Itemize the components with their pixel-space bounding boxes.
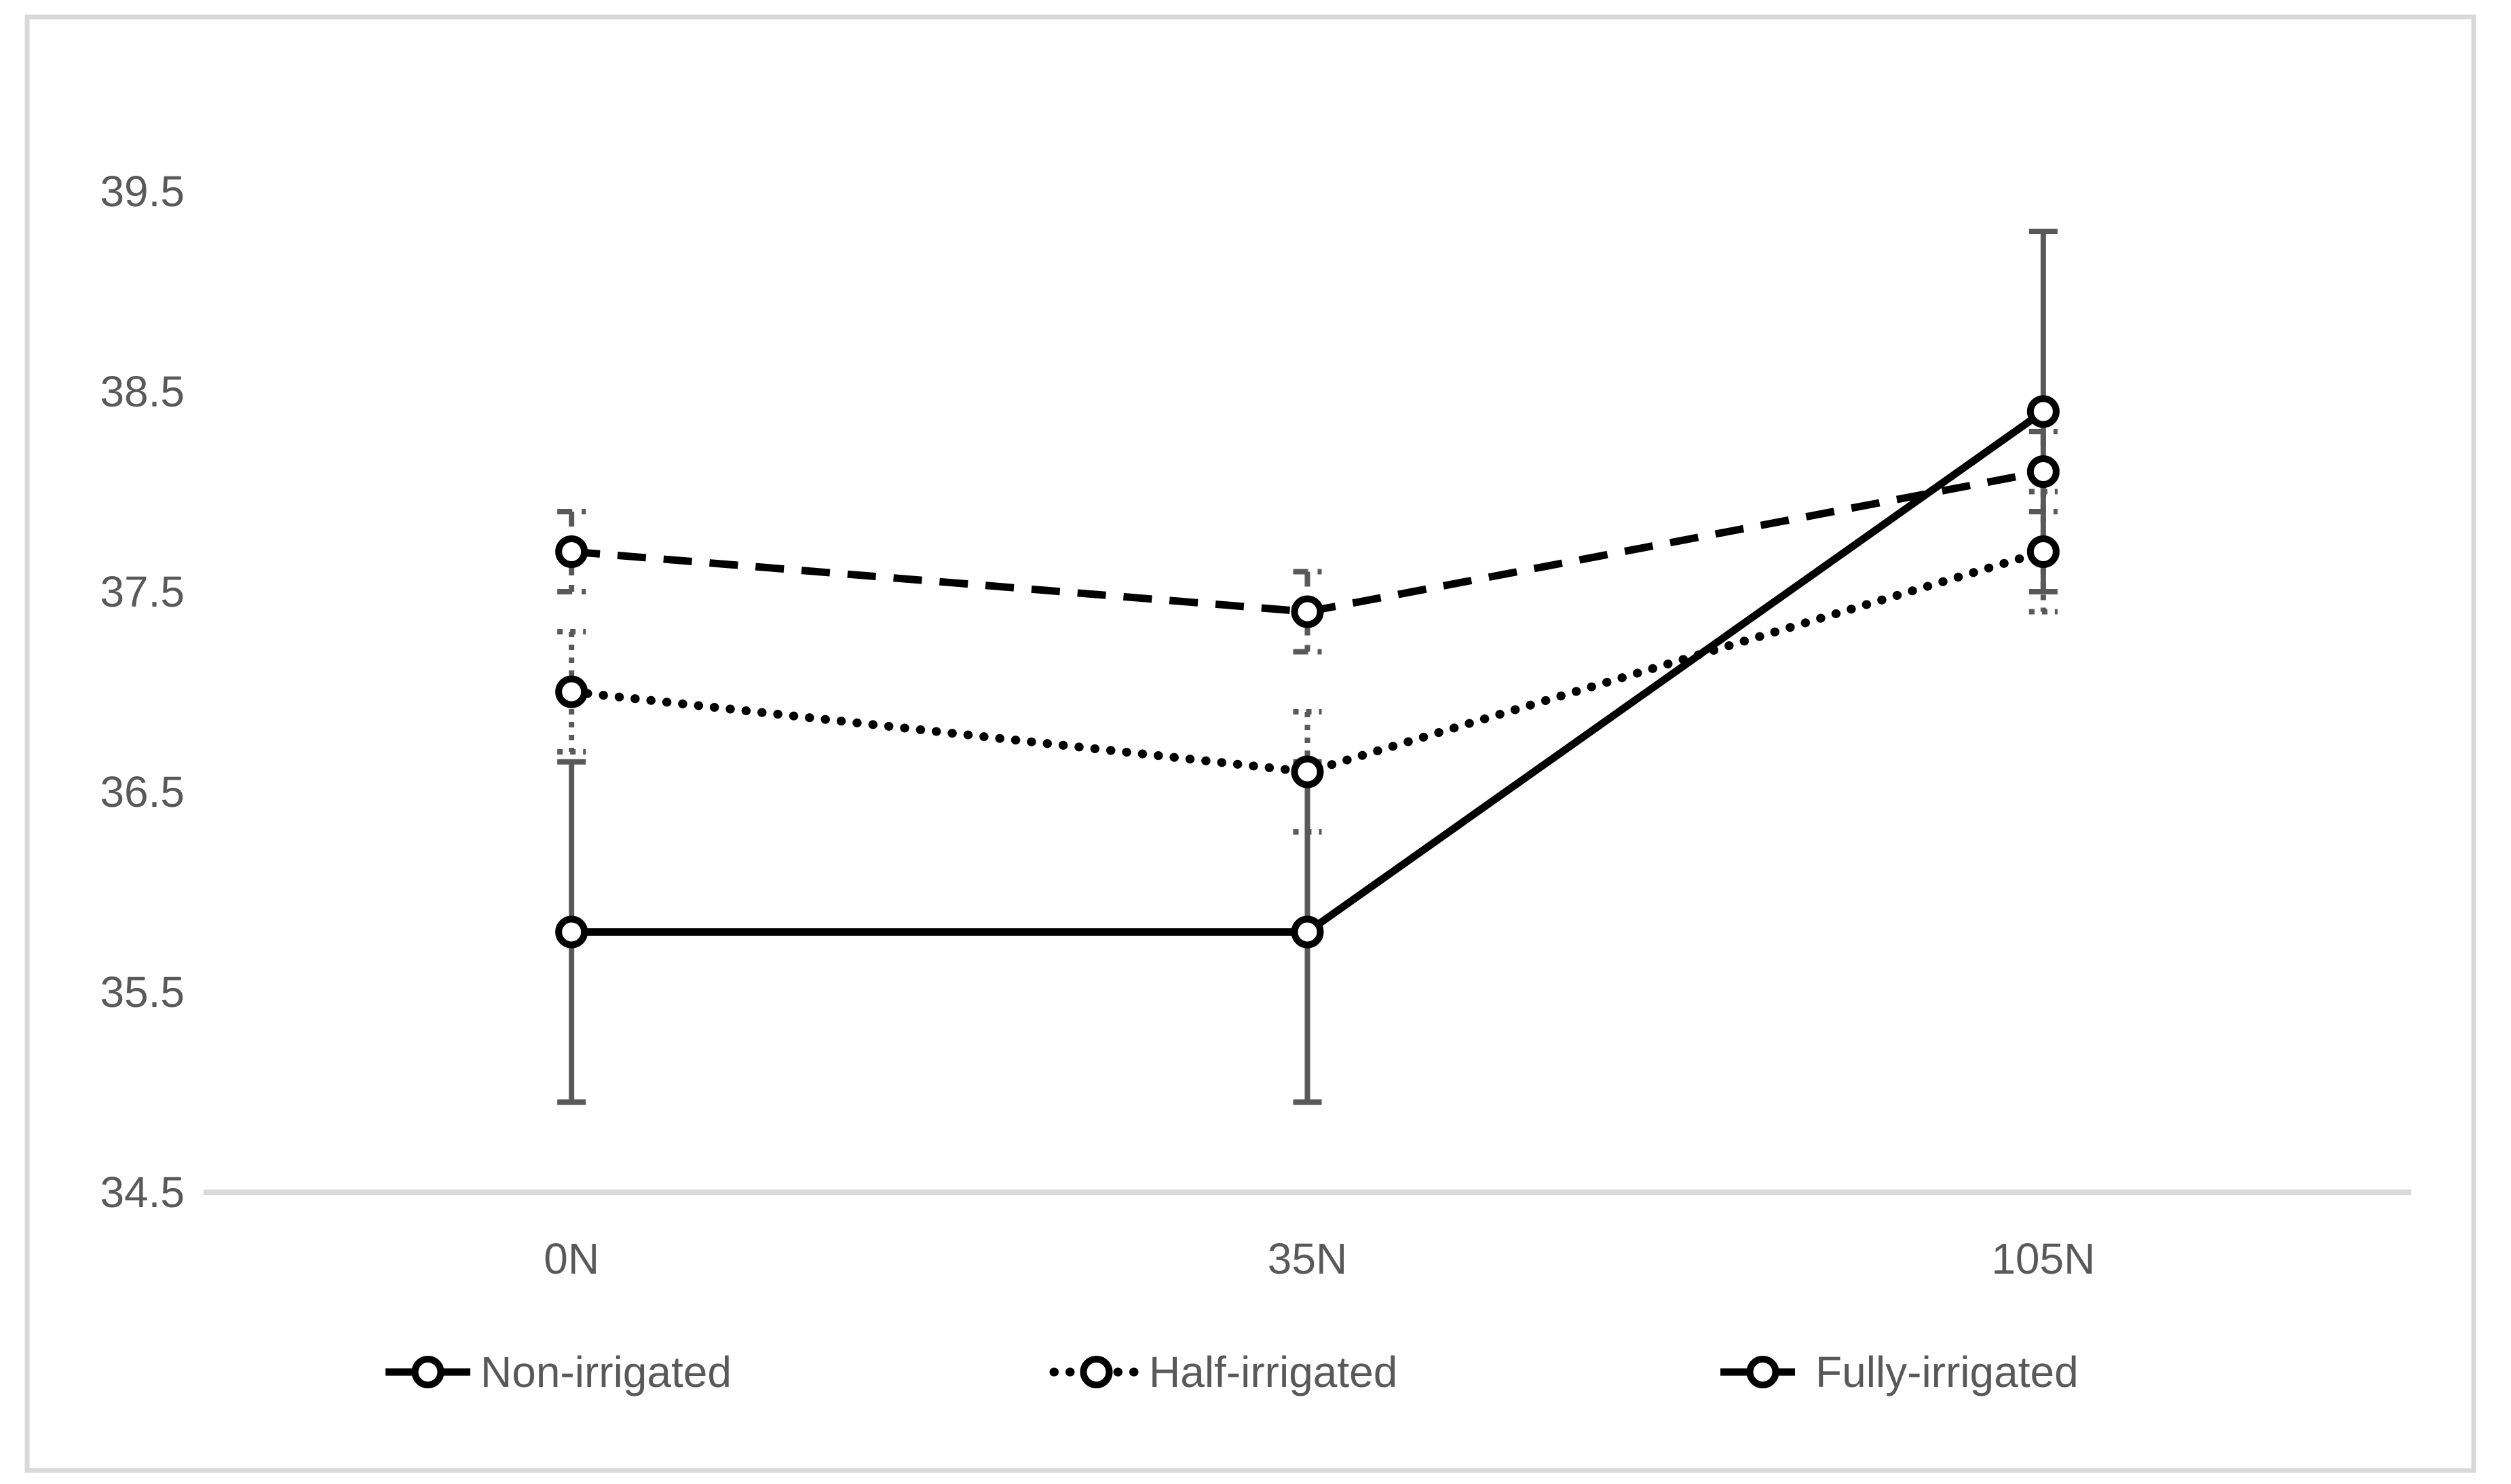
y-tick-label: 35.5 xyxy=(100,968,185,1016)
data-point-marker-non-irrigated xyxy=(555,915,588,949)
legend-label: Fully-irrigated xyxy=(1815,1348,2079,1396)
legend-marker xyxy=(1746,1356,1779,1388)
y-tick-label: 39.5 xyxy=(100,167,185,216)
data-point-marker-fully-irrigated xyxy=(555,535,588,568)
legend-label: Half-irrigated xyxy=(1149,1348,1397,1396)
legend-label: Non-irrigated xyxy=(480,1348,732,1396)
data-point-marker-half-irrigated xyxy=(2026,535,2060,568)
legend-marker xyxy=(411,1356,445,1388)
data-point-marker-half-irrigated xyxy=(555,675,588,708)
x-category-label: 35N xyxy=(1268,1234,1347,1283)
y-tick-label: 34.5 xyxy=(100,1168,185,1217)
data-point-marker-half-irrigated xyxy=(1291,755,1324,788)
y-tick-label: 37.5 xyxy=(100,567,185,616)
chart-border xyxy=(24,14,2476,1473)
data-point-marker-non-irrigated xyxy=(2026,395,2060,428)
legend-marker xyxy=(1080,1356,1113,1388)
data-point-marker-fully-irrigated xyxy=(2026,455,2060,488)
x-category-label: 0N xyxy=(544,1234,599,1283)
series-line-fully-irrigated xyxy=(571,468,2044,616)
y-tick-label: 36.5 xyxy=(100,767,185,816)
data-point-marker-fully-irrigated xyxy=(1291,595,1324,628)
y-tick-label: 38.5 xyxy=(100,367,185,416)
data-point-marker-non-irrigated xyxy=(1291,915,1324,949)
x-category-label: 105N xyxy=(1991,1234,2095,1283)
